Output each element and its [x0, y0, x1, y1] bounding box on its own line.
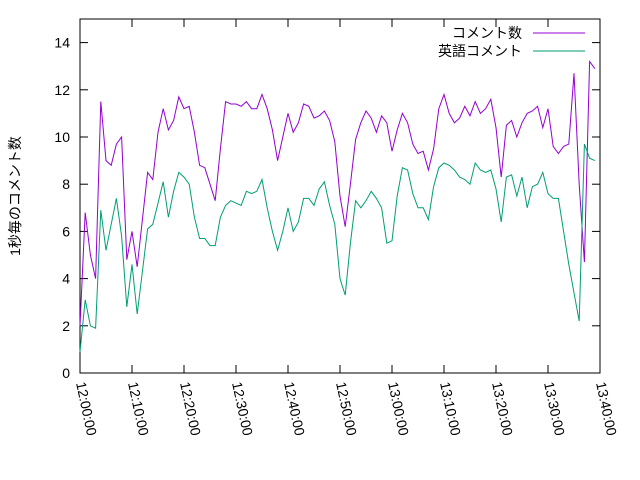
y-tick-label: 2 — [62, 318, 70, 334]
legend-label: 英語コメント — [438, 43, 522, 59]
x-tick-label: 12:10:00 — [125, 380, 152, 437]
series-line — [79, 143, 596, 352]
x-tick-label: 13:40:00 — [593, 380, 620, 437]
x-tick-label: 12:50:00 — [333, 380, 360, 437]
y-tick-label: 4 — [62, 271, 70, 287]
series-line — [79, 60, 596, 326]
x-tick-label: 12:30:00 — [229, 380, 256, 437]
y-tick-label: 12 — [54, 82, 70, 98]
y-tick-label: 0 — [62, 365, 70, 381]
x-tick-label: 13:30:00 — [541, 380, 568, 437]
x-tick-label: 13:20:00 — [489, 380, 516, 437]
x-tick-label: 12:00:00 — [73, 380, 100, 437]
x-tick-label: 12:20:00 — [177, 380, 204, 437]
x-tick-label: 12:40:00 — [281, 380, 308, 437]
legend-label: コメント数 — [452, 25, 522, 41]
y-tick-label: 10 — [54, 129, 70, 145]
x-tick-label: 13:00:00 — [385, 380, 412, 437]
y-axis-label: 1秒毎のコメント数 — [7, 136, 23, 256]
x-tick-label: 13:10:00 — [437, 380, 464, 437]
y-tick-label: 6 — [62, 223, 70, 239]
y-tick-label: 8 — [62, 176, 70, 192]
y-tick-label: 14 — [54, 35, 70, 51]
